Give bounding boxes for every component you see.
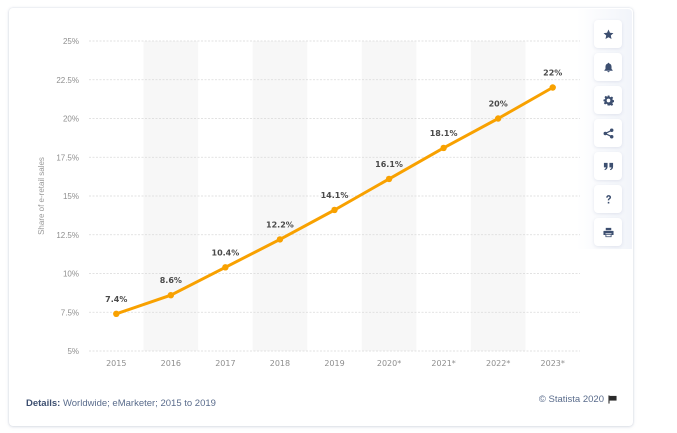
data-label: 8.6% <box>160 276 182 285</box>
x-tick-label: 2022* <box>486 359 510 368</box>
data-label: 22% <box>543 69 562 78</box>
notification-button[interactable] <box>594 53 622 81</box>
data-label: 16.1% <box>375 160 403 169</box>
question-icon <box>605 194 611 204</box>
y-tick-label: 20% <box>63 115 79 124</box>
data-label: 12.2% <box>266 220 294 229</box>
y-tick-label: 12.5% <box>56 231 79 240</box>
x-axis-ticks: 2015 2016 2017 2018 2019 2020* 2021* 2022* 2023* <box>106 359 565 368</box>
x-tick-label: 2015 <box>106 359 126 368</box>
x-tick-label: 2021* <box>431 359 455 368</box>
x-tick-label: 2017 <box>215 359 235 368</box>
data-label: 10.4% <box>212 248 240 257</box>
flag-icon[interactable] <box>608 395 617 404</box>
favorite-button[interactable] <box>594 20 622 48</box>
details-label: Details: <box>26 398 61 409</box>
y-axis-ticks: 5% 7.5% 10% 12.5% 15% 17.5% 20% 22.5% 25% <box>56 37 79 356</box>
details-text: Worldwide; eMarketer; 2015 to 2019 <box>60 398 216 409</box>
chart-toolbar <box>594 20 622 246</box>
star-icon <box>603 29 613 39</box>
data-label: 14.1% <box>321 191 349 200</box>
data-points <box>113 84 556 317</box>
y-tick-label: 17.5% <box>56 153 79 162</box>
y-tick-label: 25% <box>63 37 79 46</box>
cite-button[interactable] <box>594 152 622 180</box>
x-tick-label: 2019 <box>324 359 344 368</box>
data-label: 7.4% <box>105 295 127 304</box>
gear-icon <box>602 94 614 106</box>
data-point[interactable] <box>385 175 393 183</box>
gridlines <box>89 40 580 352</box>
y-tick-label: 10% <box>63 270 79 279</box>
data-label: 18.1% <box>430 129 458 138</box>
data-point[interactable] <box>331 206 338 214</box>
y-tick-label: 15% <box>63 192 79 201</box>
data-point[interactable] <box>167 292 175 299</box>
y-tick-label: 22.5% <box>56 76 79 85</box>
y-tick-label: 7.5% <box>61 308 79 317</box>
data-point[interactable] <box>549 84 556 91</box>
data-point[interactable] <box>494 115 502 122</box>
data-labels: 7.4% 8.6% 10.4% 12.2% 14.1% 16.1% 18.1% 20% 22% <box>105 69 562 304</box>
print-icon <box>602 227 614 237</box>
share-button[interactable] <box>594 119 622 147</box>
x-tick-label: 2018 <box>270 359 290 368</box>
data-label: 20% <box>489 100 508 109</box>
help-button[interactable] <box>594 185 622 213</box>
y-axis-label: Share of e-retail sales <box>37 157 46 235</box>
y-tick-label: 5% <box>67 347 79 356</box>
data-point[interactable] <box>440 144 447 152</box>
x-tick-label: 2016 <box>161 359 181 368</box>
settings-button[interactable] <box>594 86 622 114</box>
copyright-text[interactable]: © Statista 2020 <box>538 394 604 405</box>
data-point[interactable] <box>276 236 284 243</box>
quote-icon <box>603 162 613 170</box>
bell-icon <box>603 62 613 72</box>
source-details: Details: Worldwide; eMarketer; 2015 to 2… <box>26 398 216 409</box>
x-tick-label: 2020* <box>377 359 401 368</box>
x-tick-label: 2023* <box>541 359 565 368</box>
print-button[interactable] <box>594 218 622 246</box>
data-point[interactable] <box>113 310 120 317</box>
copyright-notice: © Statista 2020 <box>539 394 617 405</box>
data-point[interactable] <box>222 264 229 271</box>
share-icon <box>603 128 613 138</box>
